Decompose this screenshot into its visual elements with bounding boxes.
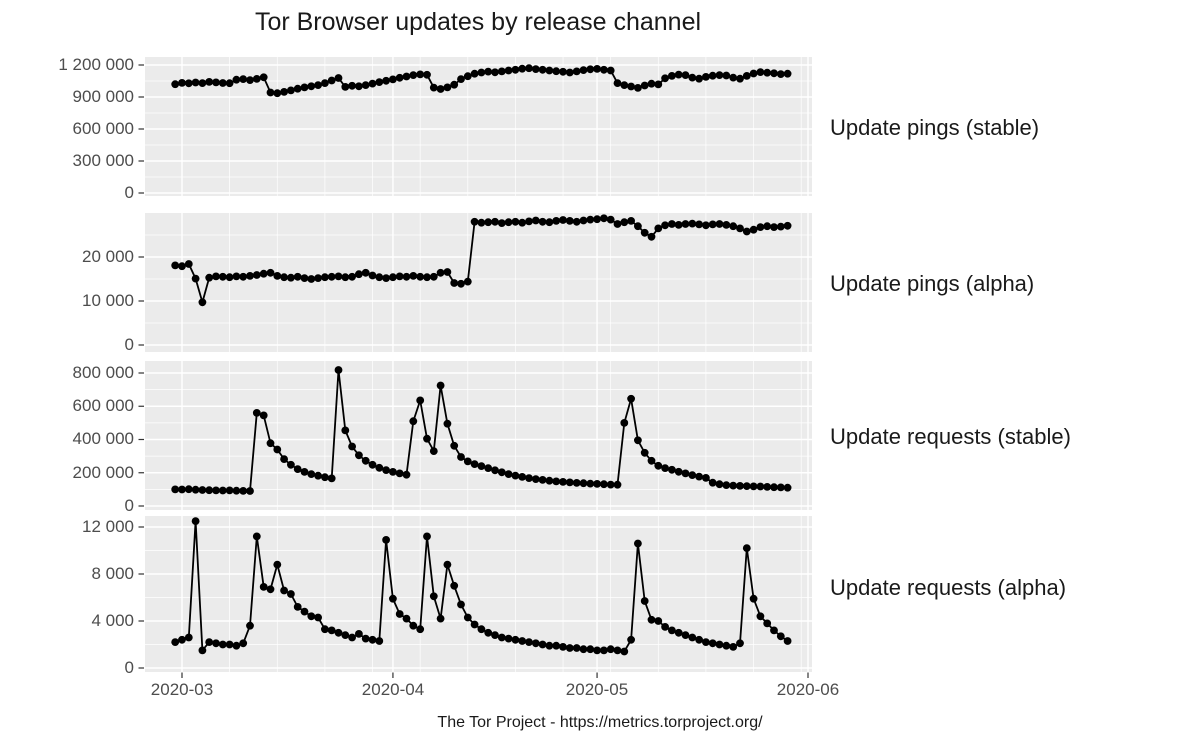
x-tick-label: 2020-06 — [776, 680, 840, 699]
y-tick-label: 0 — [124, 496, 134, 515]
y-tick-label: 20 000 — [82, 247, 134, 266]
y-tick-label: 800 000 — [72, 363, 134, 382]
y-tick-label: 600 000 — [72, 119, 134, 138]
y-tick-label: 8 000 — [91, 564, 134, 583]
x-tick-label: 2020-03 — [150, 680, 214, 699]
y-tick-label: 400 000 — [72, 429, 134, 448]
y-tick-label: 0 — [124, 335, 134, 354]
x-tick-label: 2020-05 — [565, 680, 629, 699]
facet-label-update-pings-alpha: Update pings (alpha) — [830, 271, 1035, 296]
y-tick-label: 600 000 — [72, 396, 134, 415]
facet-label-update-requests-stable: Update requests (stable) — [830, 424, 1071, 449]
facet-label-update-requests-alpha: Update requests (alpha) — [830, 575, 1067, 600]
y-tick-label: 12 000 — [82, 517, 134, 536]
y-tick-label: 0 — [124, 658, 134, 677]
y-tick-label: 4 000 — [91, 611, 134, 630]
y-tick-label: 200 000 — [72, 463, 134, 482]
y-tick-label: 10 000 — [82, 291, 134, 310]
y-tick-label: 300 000 — [72, 151, 134, 170]
y-tick-label: 900 000 — [72, 87, 134, 106]
chart-caption: The Tor Project - https://metrics.torpro… — [437, 714, 763, 731]
facet-label-update-pings-stable: Update pings (stable) — [830, 115, 1040, 140]
chart-title: Tor Browser updates by release channel — [254, 8, 702, 36]
x-tick-label: 2020-04 — [361, 680, 425, 699]
y-tick-label: 0 — [124, 183, 134, 202]
y-tick-label: 1 200 000 — [58, 55, 134, 74]
